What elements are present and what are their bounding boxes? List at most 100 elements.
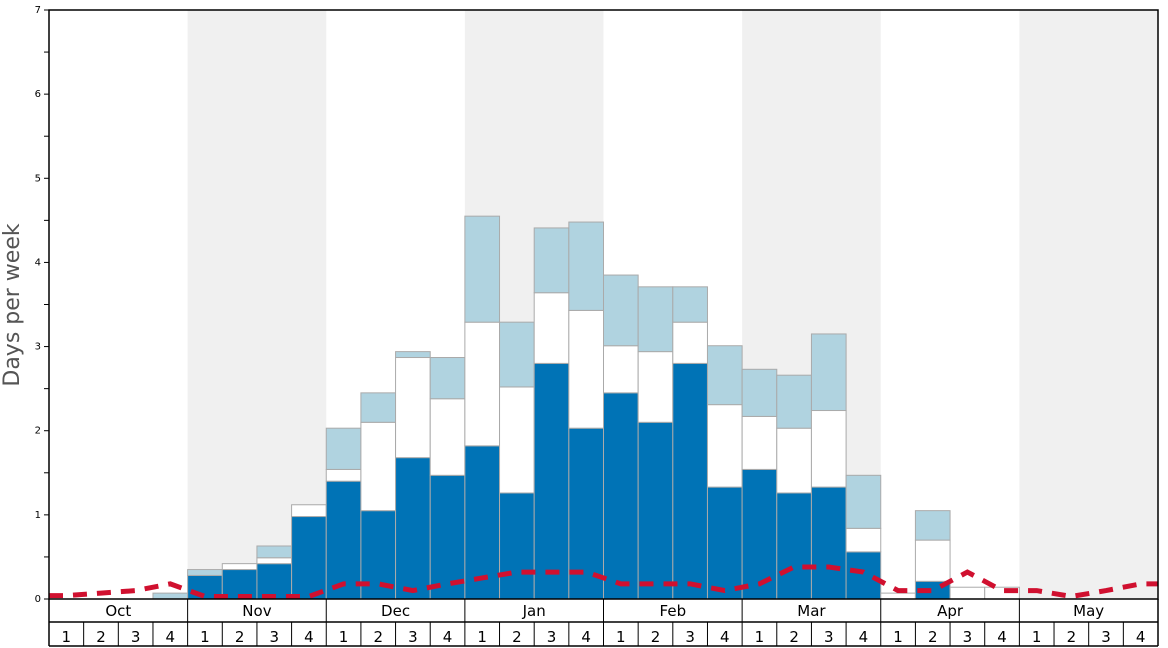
bar-dark-segment	[637, 421, 674, 600]
week-label: 3	[269, 628, 279, 646]
week-label: 1	[616, 628, 626, 646]
week-label: 1	[893, 628, 903, 646]
dashed-trend-line	[49, 564, 1158, 600]
week-label: 3	[408, 628, 418, 646]
week-label: 4	[581, 628, 591, 646]
bars	[152, 215, 1020, 600]
bar-white-segment	[637, 351, 674, 423]
bar-white-segment	[706, 404, 743, 488]
bar-dark-segment	[706, 486, 743, 600]
bar-dark-segment	[499, 492, 535, 600]
week-label: 4	[720, 628, 730, 646]
y-tick-label: 1	[35, 510, 41, 521]
week-label: 2	[928, 628, 938, 646]
bar-light-segment	[429, 357, 466, 400]
bar-light-segment	[256, 545, 293, 559]
bar-white-segment	[914, 539, 951, 582]
week-label: 1	[200, 628, 210, 646]
bar-white-segment	[845, 527, 882, 553]
week-label: 4	[859, 628, 869, 646]
month-shade-may	[1019, 10, 1158, 599]
bar-light-segment	[672, 286, 708, 323]
week-label: 1	[62, 628, 72, 646]
bar-dark-segment	[776, 492, 812, 600]
week-label: 4	[1136, 628, 1146, 646]
y-tick-label: 2	[35, 426, 41, 437]
bar-dark-segment	[325, 480, 362, 600]
bar-dark-segment	[603, 392, 639, 600]
bar-dark-segment	[741, 468, 778, 600]
week-label: 2	[512, 628, 522, 646]
month-label: May	[1073, 602, 1104, 620]
week-label: 3	[963, 628, 973, 646]
week-label: 2	[789, 628, 799, 646]
bar-white-segment	[464, 321, 501, 447]
bar-dark-segment	[672, 362, 708, 600]
month-label: Dec	[381, 602, 410, 620]
y-axis-label: Days per week	[0, 223, 25, 386]
week-label: 4	[443, 628, 453, 646]
bar-light-segment	[741, 368, 778, 417]
bar-white-segment	[672, 321, 708, 364]
bar-white-segment	[291, 504, 327, 518]
bar-light-segment	[187, 569, 223, 576]
bar-white-segment	[949, 586, 986, 600]
bar-dark-segment	[810, 486, 847, 600]
bar-white-segment	[360, 421, 397, 512]
bar-light-segment	[325, 427, 362, 470]
bar-white-segment	[880, 592, 916, 600]
month-label: Nov	[242, 602, 271, 620]
week-label: 4	[304, 628, 314, 646]
month-label: Feb	[660, 602, 687, 620]
y-tick-label: 4	[35, 257, 41, 268]
bar-light-segment	[360, 392, 397, 423]
week-label: 3	[547, 628, 557, 646]
bar-white-segment	[741, 415, 778, 470]
bar-dark-segment	[429, 474, 466, 600]
bar-white-segment	[256, 557, 293, 565]
bar-light-segment	[810, 333, 847, 412]
week-label: 2	[235, 628, 245, 646]
month-label: Apr	[937, 602, 964, 620]
bar-white-segment	[533, 292, 570, 364]
week-label: 3	[1101, 628, 1111, 646]
bar-light-segment	[499, 321, 535, 388]
week-label: 2	[651, 628, 661, 646]
week-label: 1	[1032, 628, 1042, 646]
week-label: 3	[824, 628, 834, 646]
y-tick-label: 3	[35, 342, 41, 353]
week-label: 1	[477, 628, 487, 646]
month-label: Jan	[522, 602, 546, 620]
bar-light-segment	[533, 227, 570, 294]
bar-white-segment	[810, 410, 847, 488]
bar-light-segment	[464, 215, 501, 323]
bar-light-segment	[914, 510, 951, 541]
bar-white-segment	[568, 309, 604, 429]
bar-light-segment	[706, 345, 743, 406]
week-label: 1	[339, 628, 349, 646]
bar-white-segment	[603, 345, 639, 394]
bar-dark-segment	[845, 551, 882, 600]
y-tick-label: 0	[35, 594, 41, 605]
bar-white-segment	[776, 427, 812, 494]
bar-dark-segment	[291, 516, 327, 600]
month-shade-nov	[187, 10, 327, 599]
week-label: 2	[96, 628, 106, 646]
bar-light-segment	[637, 286, 674, 353]
y-tick-label: 5	[35, 173, 41, 184]
bar-white-segment	[429, 398, 466, 476]
week-label: 1	[755, 628, 765, 646]
y-tick-label: 6	[35, 89, 41, 100]
week-label: 2	[373, 628, 383, 646]
week-label: 4	[997, 628, 1007, 646]
bar-dark-segment	[256, 563, 293, 600]
bar-light-segment	[845, 474, 882, 529]
bar-dark-segment	[395, 457, 431, 600]
month-label: Oct	[105, 602, 131, 620]
week-label: 3	[685, 628, 695, 646]
week-label: 2	[1067, 628, 1077, 646]
bar-dark-segment	[533, 362, 570, 600]
bar-light-segment	[603, 274, 639, 347]
bar-white-segment	[499, 386, 535, 494]
